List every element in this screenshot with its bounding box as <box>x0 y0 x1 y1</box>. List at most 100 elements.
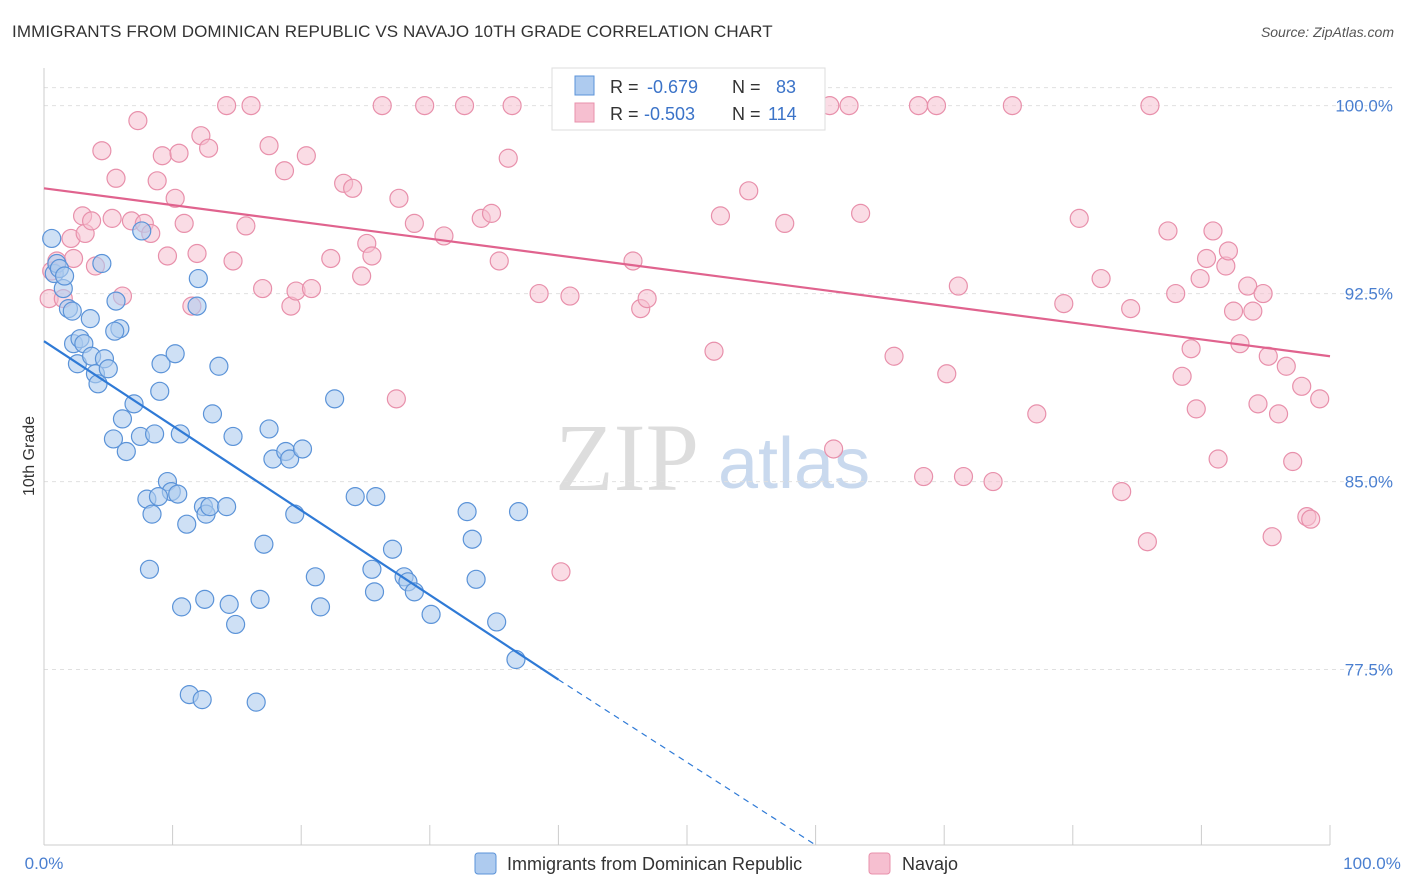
legend-n-label-2: N = <box>732 104 761 124</box>
navajo-point <box>1238 276 1258 296</box>
navajo-point <box>502 95 522 116</box>
navajo-point <box>296 146 316 166</box>
navajo-point <box>1054 294 1074 314</box>
navajo-point <box>372 95 392 116</box>
navajo-point <box>1292 376 1312 396</box>
navajo-point <box>1137 532 1157 552</box>
dominican-point <box>280 449 300 469</box>
dominican-point <box>187 296 207 316</box>
navajo-point <box>362 246 382 266</box>
y-tick-label: 100.0% <box>1335 97 1393 116</box>
dominican-point <box>325 389 345 409</box>
navajo-point <box>1121 299 1141 319</box>
navajo-point <box>1186 399 1206 419</box>
x-axis-ticks <box>43 825 1331 845</box>
dominican-point <box>226 614 246 635</box>
legend-n-label-1: N = <box>732 77 761 97</box>
navajo-point <box>824 439 844 459</box>
bottom-legend-swatch-blue <box>474 852 497 875</box>
dominican-point <box>103 429 124 449</box>
bottom-legend: Immigrants from Dominican Republic Navaj… <box>474 852 958 875</box>
navajo-point <box>253 278 273 299</box>
navajo-point <box>236 216 256 236</box>
watermark-zip: ZIP <box>555 404 699 511</box>
navajo-point <box>1253 283 1273 304</box>
navajo-point <box>1112 481 1132 502</box>
dominican-point <box>148 487 169 507</box>
dominican-point <box>200 497 220 517</box>
navajo-point <box>1166 283 1186 304</box>
y-tick-label: 92.5% <box>1345 285 1393 304</box>
navajo-point <box>884 346 904 366</box>
dominican-point <box>285 504 305 524</box>
navajo-point <box>1276 356 1296 376</box>
dominican-point <box>177 514 197 534</box>
dominican-point <box>116 441 136 462</box>
dominican-point <box>192 690 212 710</box>
navajo-point <box>839 95 859 116</box>
navajo-point <box>481 203 502 223</box>
bottom-legend-label-dominican: Immigrants from Dominican Republic <box>507 854 802 874</box>
y-axis-title: 10th Grade <box>21 416 38 496</box>
navajo-point <box>1091 268 1111 289</box>
dominican-point <box>506 649 526 670</box>
navajo-point <box>1268 404 1289 424</box>
dominican-point <box>42 228 62 249</box>
watermark-atlas: atlas <box>718 424 870 504</box>
navajo-point <box>1310 389 1330 409</box>
navajo-point <box>404 213 424 233</box>
navajo-point <box>274 161 295 181</box>
dominican-point <box>364 582 385 602</box>
navajo-point <box>1301 509 1321 529</box>
dominican-point <box>92 253 112 274</box>
navajo-point <box>217 95 237 116</box>
navajo-point <box>1248 394 1268 414</box>
navajo-point <box>1069 208 1089 228</box>
legend-r-label-2: R = <box>610 104 639 124</box>
dominican-point <box>223 426 243 447</box>
navajo-trend-line <box>43 187 1331 358</box>
navajo-point <box>321 248 341 269</box>
navajo-point <box>983 471 1003 492</box>
navajo-point <box>1140 95 1160 116</box>
navajo-point <box>948 276 968 296</box>
navajo-point <box>1181 339 1201 359</box>
dominican-trend-extension <box>558 679 816 846</box>
navajo-point <box>152 146 172 166</box>
navajo-point <box>106 168 126 188</box>
navajo-point <box>389 188 409 208</box>
navajo-point <box>1223 301 1244 321</box>
dominican-point <box>144 424 165 444</box>
dominican-point <box>421 604 441 625</box>
dominican-point <box>457 502 477 522</box>
y-tick-label: 77.5% <box>1345 661 1393 680</box>
dominican-point <box>246 692 266 712</box>
navajo-point <box>128 111 148 131</box>
navajo-point <box>498 148 518 168</box>
legend-frame <box>551 67 826 131</box>
dominican-point <box>462 529 482 549</box>
navajo-point <box>489 251 509 271</box>
navajo-point <box>187 243 207 264</box>
dominican-point <box>508 502 529 522</box>
grid-lines <box>44 87 1395 671</box>
legend-swatch-blue <box>574 75 595 96</box>
navajo-point <box>165 188 185 208</box>
legend-r-value-2: -0.503 <box>644 104 695 124</box>
dominican-point <box>150 381 170 401</box>
dominican-point <box>112 409 133 429</box>
navajo-point <box>637 288 657 309</box>
legend-r-label-1: R = <box>610 77 639 97</box>
y-tick-label: 85.0% <box>1345 473 1393 492</box>
navajo-point <box>953 466 974 487</box>
bottom-legend-swatch-pink <box>868 852 891 875</box>
dominican-point <box>305 567 325 587</box>
navajo-point <box>241 95 261 116</box>
dominican-point <box>124 394 144 414</box>
navajo-point <box>157 246 178 266</box>
dominican-point <box>195 589 215 609</box>
watermark: ZIP atlas <box>555 404 870 511</box>
dominican-point <box>310 597 331 617</box>
dominican-point <box>254 534 274 554</box>
dominican-point <box>151 354 171 374</box>
